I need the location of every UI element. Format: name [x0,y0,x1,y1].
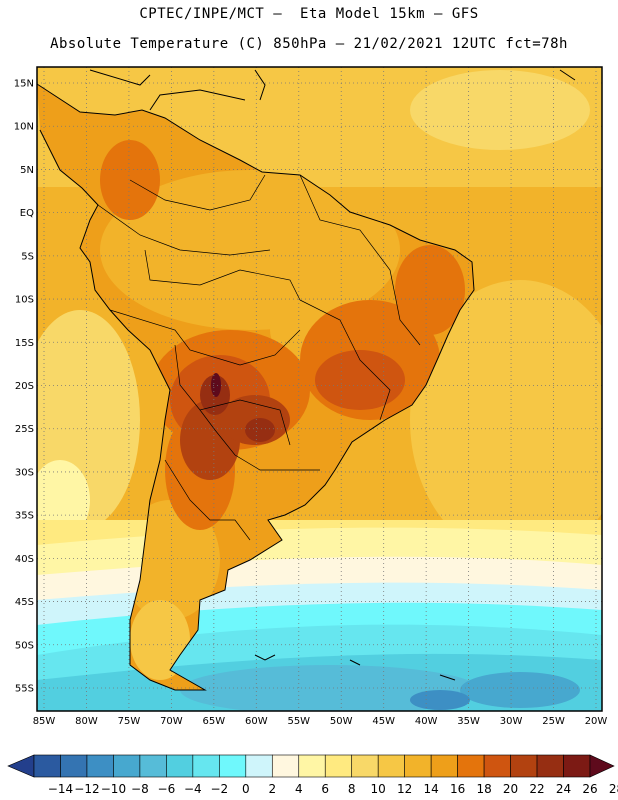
colorbar-tick-label: 10 [371,782,386,796]
colorbar-tick-label: −8 [131,782,149,796]
lon-label: 70W [160,716,183,727]
lat-label: 5S [21,251,34,262]
graticule [37,67,602,711]
colorbar-max-arrow [589,754,615,778]
colorbar-swatch [33,754,61,778]
colorbar-swatch [86,754,114,778]
colorbar-swatch [219,754,247,778]
colorbar-tick-label: 8 [348,782,356,796]
colorbar-tick-label: 20 [503,782,518,796]
lat-label: 30S [15,467,34,478]
colorbar [7,754,615,778]
colorbar-swatch [113,754,141,778]
colorbar-tick-label: −6 [158,782,176,796]
colorbar-tick-label: −4 [184,782,202,796]
lon-label: 55W [287,716,310,727]
colorbar-tick-label: 24 [556,782,571,796]
lon-label: 65W [203,716,226,727]
lat-label: EQ [20,208,34,219]
lat-label: 10S [15,295,34,306]
colorbar-swatch [324,754,353,778]
colorbar-swatch [60,754,88,778]
temperature-field [37,67,602,711]
lon-label: 85W [33,716,56,727]
colorbar-swatch [563,754,591,778]
colorbar-tick-label: −14 [48,782,73,796]
colorbar-swatch [298,754,326,778]
colorbar-swatch [430,754,458,778]
colorbar-tick-label: 26 [582,782,597,796]
colorbar-swatch [404,754,432,778]
colorbar-tick-label: −2 [210,782,228,796]
country-borders [97,174,421,541]
title-line-1: CPTEC/INPE/MCT – Eta Model 15km – GFS [139,6,479,22]
lat-label: 20S [15,381,34,392]
lat-label: 15N [14,79,34,90]
colorbar-swatch [377,754,405,778]
colorbar-min-arrow [7,754,35,778]
lon-label: 40W [415,716,438,727]
colorbar-swatch [245,754,273,778]
colorbar-tick-label: 28 [609,782,618,796]
latitude-labels: 15N 10N 5N EQ 5S 10S 15S 20S 25S 30S 35S 40S 45S 50S 5… [14,79,34,695]
map-frame [36,66,603,712]
lat-label: 55S [15,684,34,695]
longitude-labels: 85W 80W 75W 70W 65W 60W 55W 50W 45W 40W 35W 30W 25W 2… [33,716,608,727]
lat-label: 15S [15,338,34,349]
colorbar-tick-label: −10 [101,782,126,796]
colorbar-swatch [192,754,220,778]
lon-label: 20W [585,716,608,727]
lat-label: 40S [15,554,34,565]
colorbar-tick-label: 18 [476,782,491,796]
colorbar-tick-label: 16 [450,782,465,796]
title-line-2: Absolute Temperature (C) 850hPa – 21/02/… [50,36,568,52]
lon-label: 75W [118,716,141,727]
colorbar-tick-label: 22 [529,782,544,796]
lon-label: 50W [330,716,353,727]
colorbar-tick-label: 6 [321,782,329,796]
colorbar-swatch [536,754,564,778]
colorbar-tick-label: 14 [424,782,439,796]
colorbar-tick-label: 2 [268,782,276,796]
colorbar-tick-label: 12 [397,782,412,796]
lon-label: 80W [75,716,98,727]
lon-label: 35W [457,716,480,727]
colorbar-tick-label: −12 [74,782,99,796]
lon-label: 45W [372,716,395,727]
lat-label: 45S [15,597,34,608]
coastlines [36,69,576,691]
colorbar-swatch [510,754,538,778]
colorbar-swatch [483,754,511,778]
lat-label: 50S [15,640,34,651]
lat-label: 5N [20,165,34,176]
colorbar-swatch [166,754,194,778]
lon-label: 30W [500,716,523,727]
lon-label: 60W [245,716,268,727]
colorbar-labels: −14 −12 −10 −8 −6 −4 −2 0 2 4 6 8 10 12 14 16 18 20 22 24 26… [48,782,618,796]
colorbar-swatch [139,754,167,778]
colorbar-tick-label: 0 [242,782,250,796]
colorbar-swatch [351,754,379,778]
lon-label: 25W [542,716,565,727]
colorbar-swatch [457,754,485,778]
lat-label: 25S [15,424,34,435]
colorbar-tick-label: 4 [295,782,303,796]
lat-label: 10N [14,122,34,133]
colorbar-swatch [271,754,300,778]
lat-label: 35S [15,511,34,522]
